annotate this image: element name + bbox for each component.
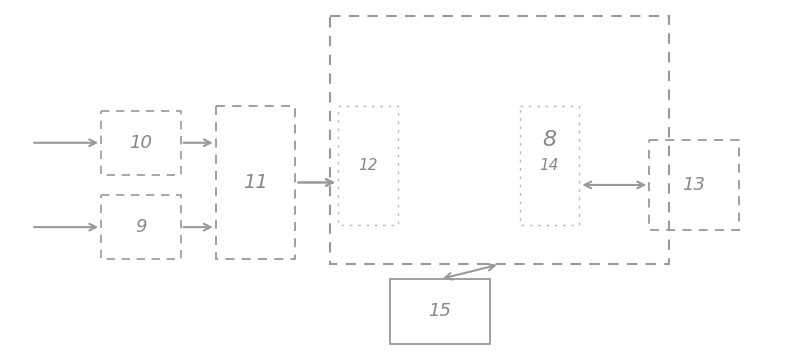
Text: 10: 10	[130, 134, 153, 152]
Text: 9: 9	[135, 218, 146, 236]
Bar	[390, 279, 490, 344]
Bar	[649, 140, 739, 230]
Text: 11: 11	[243, 173, 268, 192]
Bar	[338, 105, 398, 225]
Text: 8: 8	[542, 130, 557, 150]
Bar	[101, 195, 181, 260]
Bar	[330, 16, 669, 264]
Text: 15: 15	[428, 302, 451, 321]
Bar	[216, 105, 295, 260]
Bar	[101, 110, 181, 175]
Text: 12: 12	[358, 158, 378, 173]
Text: 14: 14	[540, 158, 559, 173]
Bar	[519, 105, 579, 225]
Text: 13: 13	[682, 176, 706, 194]
